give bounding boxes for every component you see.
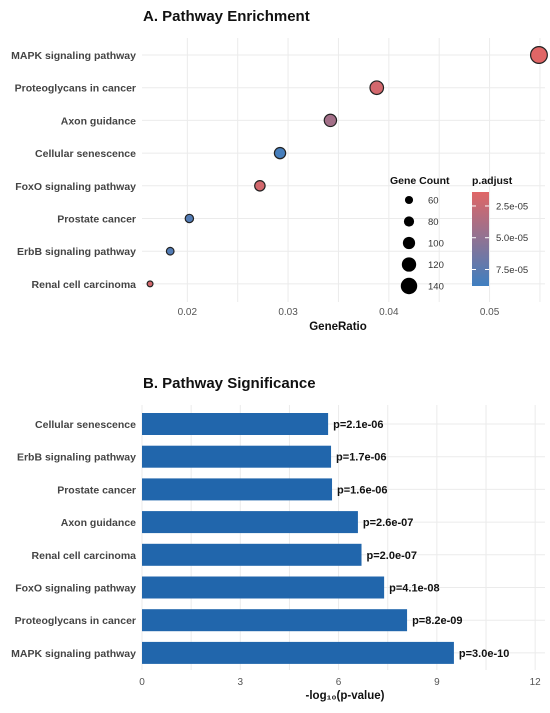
panel-b-data-labels: p=2.1e-06 p=1.7e-06 p=1.6e-06 p=2.6e-07 p=2.… [333,419,509,660]
x-tick-label: 12 [530,677,542,688]
category-label-foxo-signaling-pathway: FoxO signaling pathway [15,181,136,193]
x-tick-label: 0.03 [278,307,298,318]
panel-a-category-labels: MAPK signaling pathway Proteoglycans in c… [11,50,136,291]
category-label-cellular-senescence: Cellular senescence [35,419,136,431]
p-value-label-cellular-senescence: p=2.1e-06 [333,419,383,431]
category-label-mapk-signaling-pathway: MAPK signaling pathway [11,648,136,660]
size-legend-label: 80 [428,217,439,228]
color-legend-label: 7.5e-05 [496,265,528,276]
point-proteoglycans-in-cancer [369,80,385,96]
size-legend: Gene Count 60 80 100 120 140 [390,175,450,295]
size-legend-items: 60 80 100 120 140 [400,195,444,295]
panel-b-x-axis-title: -log₁₀(p-value) [306,690,385,702]
size-legend-dot [401,257,417,272]
size-legend-label: 100 [428,239,444,250]
p-value-label-proteoglycans-in-cancer: p=8.2e-09 [412,615,462,627]
size-legend-label: 140 [428,282,444,293]
bar-proteoglycans-in-cancer [142,609,408,632]
panel-a-points [146,46,548,288]
p-value-label-mapk-signaling-pathway: p=3.0e-10 [459,648,509,660]
category-label-prostate-cancer: Prostate cancer [57,484,136,496]
category-label-cellular-senescence: Cellular senescence [35,148,136,160]
color-legend-title: p.adjust [472,175,513,187]
p-value-label-renal-cell-carcinoma: p=2.0e-07 [367,550,417,562]
point-renal-cell-carcinoma [146,280,154,288]
p-value-label-axon-guidance: p=2.6e-07 [363,517,413,529]
color-legend-bar [472,192,489,286]
bar-mapk-signaling-pathway [142,641,454,664]
panel-a-x-axis-title: GeneRatio [309,321,367,333]
color-legend-label: 5.0e-05 [496,233,528,244]
x-tick-label: 0.04 [379,307,399,318]
size-legend-dot [402,236,416,250]
size-legend-label: 60 [428,196,439,207]
point-prostate-cancer [184,213,195,224]
size-legend-dot [403,216,415,227]
category-label-renal-cell-carcinoma: Renal cell carcinoma [32,550,137,562]
color-legend-ticks: 2.5e-05 5.0e-05 7.5e-05 [472,201,528,276]
size-legend-dot [404,195,414,205]
point-foxo-signaling-pathway [254,179,266,192]
x-tick-label: 6 [336,677,342,688]
size-legend-dot [400,277,418,295]
panel-a-x-tick-labels: 0.02 0.03 0.04 0.05 [178,307,500,318]
point-axon-guidance [323,113,338,128]
x-tick-label: 0.02 [178,307,198,318]
p-value-label-foxo-signaling-pathway: p=4.1e-08 [389,583,439,595]
category-label-renal-cell-carcinoma: Renal cell carcinoma [32,279,137,291]
bar-renal-cell-carcinoma [142,543,362,566]
p-value-label-prostate-cancer: p=1.6e-06 [337,484,387,496]
category-label-proteoglycans-in-cancer: Proteoglycans in cancer [15,615,136,627]
category-label-axon-guidance: Axon guidance [61,115,136,127]
x-tick-label: 0.05 [480,307,500,318]
p-value-label-erbb-signaling-pathway: p=1.7e-06 [336,452,386,464]
bar-prostate-cancer [142,478,333,501]
panel-b-title: B. Pathway Significance [143,375,316,392]
size-legend-title: Gene Count [390,175,450,187]
point-erbb-signaling-pathway [165,246,175,256]
panel-a: A. Pathway Enrichment MAPK signaling pat… [11,8,548,333]
size-legend-label: 120 [428,260,444,271]
category-label-foxo-signaling-pathway: FoxO signaling pathway [15,583,136,595]
category-label-proteoglycans-in-cancer: Proteoglycans in cancer [15,83,136,95]
bar-cellular-senescence [142,413,329,435]
color-legend-label: 2.5e-05 [496,201,528,212]
panel-b: B. Pathway Significance Cellular senesce… [11,375,545,702]
point-mapk-signaling-pathway [529,46,548,64]
panel-b-x-tick-labels: 0 3 6 9 12 [139,677,541,688]
x-tick-label: 0 [139,677,145,688]
bar-foxo-signaling-pathway [142,576,385,599]
point-cellular-senescence [273,146,287,160]
bar-erbb-signaling-pathway [142,445,332,468]
category-label-erbb-signaling-pathway: ErbB signaling pathway [17,246,136,258]
panel-b-bars [142,413,454,664]
x-tick-label: 3 [238,677,244,688]
bar-axon-guidance [142,511,358,534]
category-label-mapk-signaling-pathway: MAPK signaling pathway [11,50,136,62]
category-label-erbb-signaling-pathway: ErbB signaling pathway [17,452,136,464]
color-legend: p.adjust 2.5e-05 5.0e-05 7.5e-05 [472,175,528,286]
panel-a-title: A. Pathway Enrichment [143,8,310,25]
category-label-axon-guidance: Axon guidance [61,517,136,529]
x-tick-label: 9 [434,677,440,688]
category-label-prostate-cancer: Prostate cancer [57,214,136,226]
panel-b-category-labels: Cellular senescence ErbB signaling pathwa… [11,419,136,660]
